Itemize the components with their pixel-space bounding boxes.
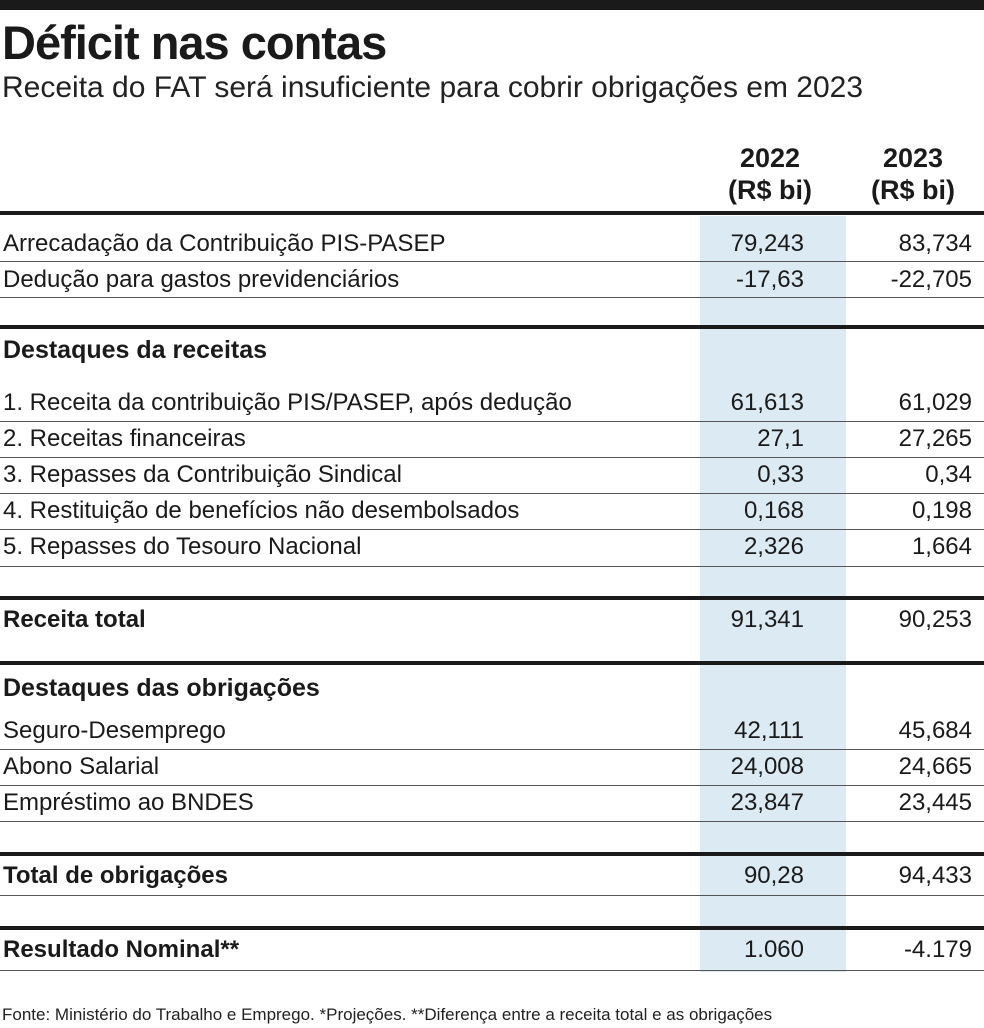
value-2022: 23,847: [730, 789, 804, 816]
row-divider: [0, 457, 984, 458]
value-2023: 0,34: [925, 461, 972, 488]
section-heading-receitas: Destaques da receitas: [3, 336, 268, 364]
row-label: Empréstimo ao BNDES: [3, 789, 254, 816]
column-header-2022: 2022 (R$ bi): [695, 142, 845, 206]
value-2022: 27,1: [757, 425, 804, 452]
row-divider: [0, 493, 984, 494]
table-row: 5. Repasses do Tesouro Nacional 2,326 1,…: [0, 529, 984, 565]
page-subtitle: Receita do FAT será insuficiente para co…: [2, 71, 864, 104]
row-label: 3. Repasses da Contribuição Sindical: [3, 461, 402, 488]
row-divider: [0, 261, 984, 262]
header-rule: [0, 211, 984, 215]
row-divider: [0, 421, 984, 422]
value-2022: 91,341: [730, 606, 804, 633]
table-row: Arrecadação da Contribuição PIS-PASEP 79…: [0, 226, 984, 262]
column-year: 2023: [882, 143, 944, 173]
row-divider: [0, 529, 984, 530]
value-2022: 42,111: [734, 717, 804, 744]
row-label: Abono Salarial: [3, 753, 160, 780]
column-unit: (R$ bi): [728, 175, 812, 205]
page-title: Déficit nas contas: [2, 16, 387, 69]
column-header-2023: 2023 (R$ bi): [838, 142, 984, 206]
value-2023: 90,253: [898, 606, 972, 633]
value-2023: -4.179: [903, 936, 972, 963]
total-row-receita: Receita total 91,341 90,253: [0, 602, 984, 638]
section-heading-obrigacoes: Destaques das obrigações: [3, 674, 320, 702]
table-row: 1. Receita da contribuição PIS/PASEP, ap…: [0, 385, 984, 421]
row-divider: [0, 297, 984, 298]
column-year: 2022: [739, 143, 801, 173]
row-divider: [0, 895, 984, 896]
row-divider: [0, 785, 984, 786]
table-row: 4. Restituição de benefícios não desembo…: [0, 493, 984, 529]
value-2022: 0,168: [743, 497, 804, 524]
column-unit: (R$ bi): [871, 175, 955, 205]
result-row: Resultado Nominal** 1.060 -4.179: [0, 932, 984, 968]
value-2022: 61,613: [730, 389, 804, 416]
row-label: Total de obrigações: [3, 862, 228, 889]
section-rule: [0, 325, 984, 329]
value-2022: 2,326: [743, 533, 804, 560]
value-2023: 1,664: [911, 533, 972, 560]
value-2023: 45,684: [898, 717, 972, 744]
row-label: Resultado Nominal**: [3, 936, 240, 963]
value-2022: 90,28: [743, 862, 804, 889]
value-2023: -22,705: [890, 266, 972, 293]
row-divider: [0, 749, 984, 750]
row-label: Receita total: [3, 606, 146, 633]
value-2023: 94,433: [898, 862, 972, 889]
value-2023: 83,734: [898, 230, 972, 257]
total-row-obrigacoes: Total de obrigações 90,28 94,433: [0, 858, 984, 894]
total-rule: [0, 926, 984, 930]
row-label: 5. Repasses do Tesouro Nacional: [3, 533, 362, 560]
value-2022: 0,33: [757, 461, 804, 488]
row-label: 4. Restituição de benefícios não desembo…: [3, 497, 520, 524]
total-rule: [0, 596, 984, 600]
value-2023: 24,665: [898, 753, 972, 780]
row-label: 1. Receita da contribuição PIS/PASEP, ap…: [3, 389, 572, 416]
top-bar: [0, 0, 984, 10]
value-2022: 79,243: [730, 230, 804, 257]
source-footnote: Fonte: Ministério do Trabalho e Emprego.…: [2, 1005, 773, 1024]
table-row: Empréstimo ao BNDES 23,847 23,445: [0, 785, 984, 821]
value-2023: 61,029: [898, 389, 972, 416]
row-label: Dedução para gastos previdenciários: [3, 266, 400, 293]
value-2022: -17,63: [735, 266, 804, 293]
value-2022: 24,008: [730, 753, 804, 780]
highlight-column-2022: [700, 216, 846, 972]
table-row: Abono Salarial 24,008 24,665: [0, 749, 984, 785]
row-label: Arrecadação da Contribuição PIS-PASEP: [3, 230, 446, 257]
value-2023: 0,198: [911, 497, 972, 524]
value-2023: 23,445: [898, 789, 972, 816]
table-row: Dedução para gastos previdenciários -17,…: [0, 262, 984, 298]
row-divider: [0, 970, 984, 971]
total-rule: [0, 852, 984, 856]
row-label: Seguro-Desemprego: [3, 717, 226, 744]
row-divider: [0, 566, 984, 567]
value-2022: 1.060: [743, 936, 804, 963]
row-label: 2. Receitas financeiras: [3, 425, 246, 452]
section-rule: [0, 661, 984, 665]
row-divider: [0, 821, 984, 822]
table-row: 3. Repasses da Contribuição Sindical 0,3…: [0, 457, 984, 493]
table-row: Seguro-Desemprego 42,111 45,684: [0, 713, 984, 749]
table-row: 2. Receitas financeiras 27,1 27,265: [0, 421, 984, 457]
value-2023: 27,265: [898, 425, 972, 452]
